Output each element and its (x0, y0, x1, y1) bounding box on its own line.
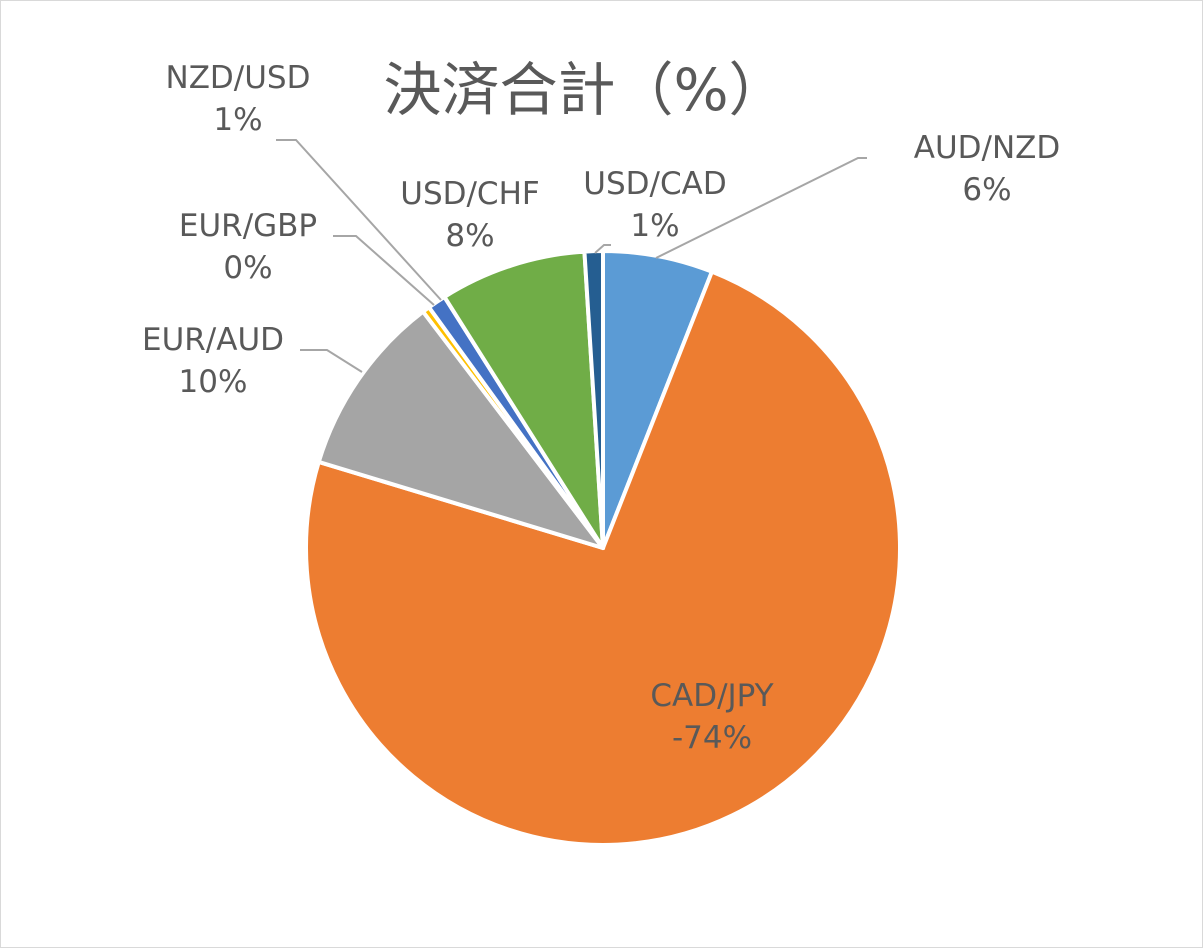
data-label-eur-gbp: EUR/GBP 0% (179, 208, 317, 286)
data-label-value: -74% (672, 720, 752, 756)
data-label-value: 1% (213, 102, 262, 138)
leader-line-eur-gbp (333, 235, 435, 306)
slices-layer (304, 248, 902, 847)
data-label-category: USD/CAD (583, 166, 726, 202)
slice-usd-chf (442, 249, 605, 550)
data-label-eur-aud: EUR/AUD 10% (142, 322, 284, 400)
data-label-category: USD/CHF (400, 176, 539, 212)
data-label-value: 0% (223, 250, 272, 286)
data-label-category: EUR/AUD (142, 322, 284, 358)
data-labels: AUD/NZD 6% CAD/JPY -74% EUR/AUD 10% EUR/GBP 0% N… (142, 60, 1060, 756)
data-label-category: CAD/JPY (650, 678, 773, 714)
data-label-value: 1% (630, 208, 679, 244)
slice-cad-jpy (304, 269, 902, 847)
data-label-usd-cad: USD/CAD 1% (583, 166, 726, 244)
data-label-value: 10% (179, 364, 248, 400)
data-label-cad-jpy: CAD/JPY -74% (650, 678, 773, 756)
slice-usd-cad (582, 248, 605, 550)
data-label-nzd-usd: NZD/USD 1% (166, 60, 311, 138)
data-label-category: EUR/GBP (179, 208, 317, 244)
data-label-category: NZD/USD (166, 60, 311, 96)
data-label-usd-chf: USD/CHF 8% (400, 176, 539, 254)
data-label-value: 8% (445, 218, 494, 254)
data-label-category: AUD/NZD (914, 130, 1061, 166)
leader-line-nzd-usd (276, 139, 442, 301)
slice-eur-aud (316, 309, 605, 550)
chart-title: 決済合計（%） (383, 56, 786, 124)
data-label-value: 6% (962, 172, 1011, 208)
leader-line-usd-cad (594, 244, 611, 254)
data-label-aud-nzd: AUD/NZD 6% (914, 130, 1061, 208)
leader-line-aud-nzd (655, 157, 867, 259)
leader-line-eur-aud (300, 349, 363, 373)
leader-lines (276, 139, 867, 373)
